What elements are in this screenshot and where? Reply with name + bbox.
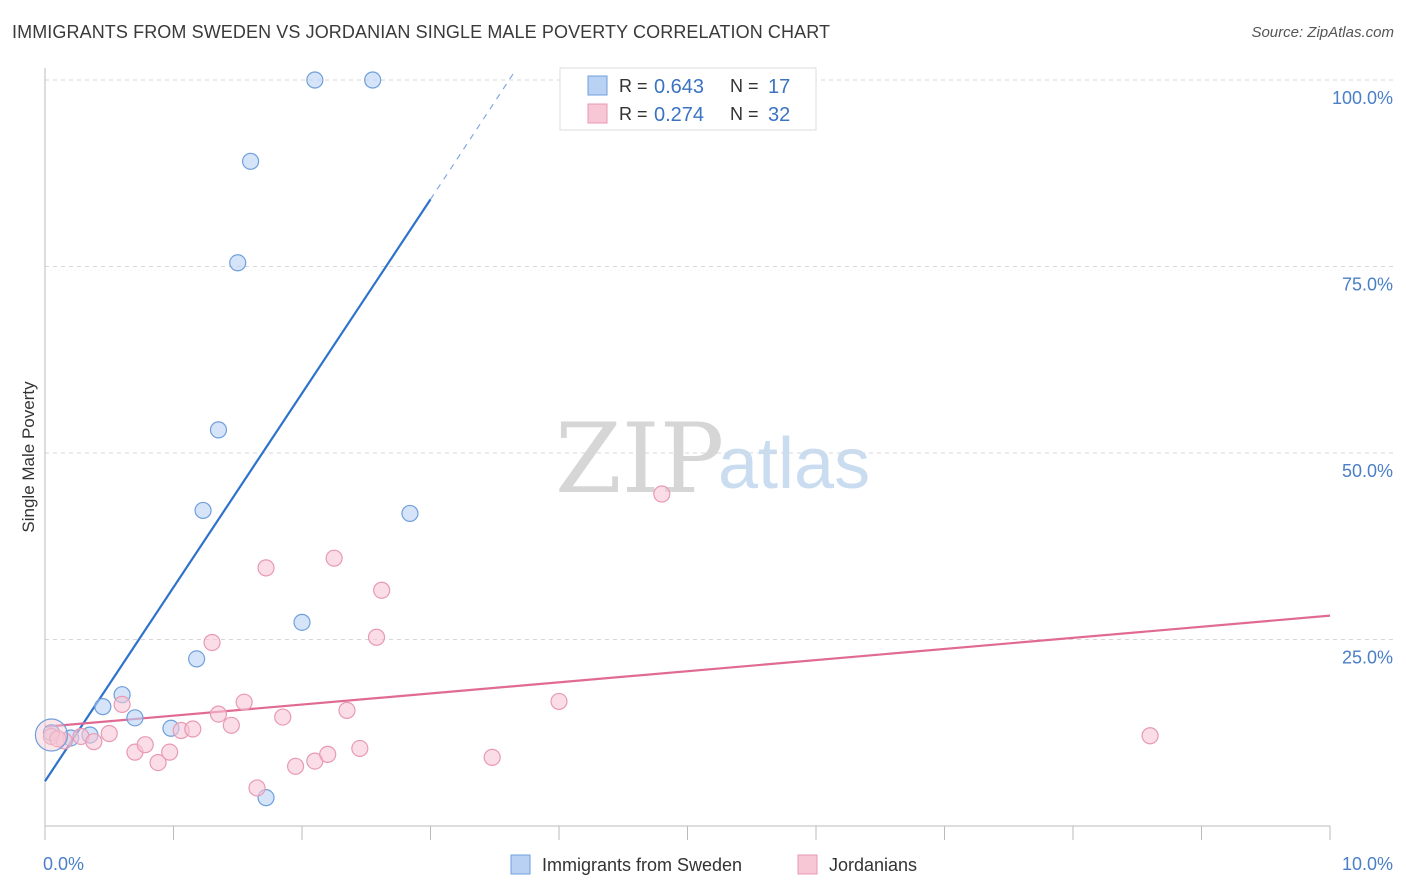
point-sweden — [209, 421, 228, 439]
trend-line-sweden-extension — [429, 72, 515, 200]
x-tick-label: 0.0% — [43, 854, 84, 874]
stats-n-label-pink: N = — [730, 104, 759, 124]
point-jordanians — [257, 559, 275, 577]
point-jordanians — [338, 701, 356, 719]
trend-lines — [44, 72, 1331, 782]
legend-swatch-jordanians — [797, 854, 818, 875]
legend-label-sweden: Immigrants from Sweden — [542, 855, 742, 875]
axes: 25.0% 50.0% 75.0% 100.0% 0.0% 10.0% — [43, 68, 1393, 874]
point-jordanians — [235, 693, 253, 711]
point-jordanians — [367, 628, 386, 646]
chart-title: IMMIGRANTS FROM SWEDEN VS JORDANIAN SING… — [12, 22, 831, 42]
trend-line-jordanians — [44, 614, 1331, 728]
point-jordanians — [113, 695, 131, 714]
y-tick-label: 25.0% — [1342, 648, 1393, 668]
point-sweden — [94, 698, 112, 716]
point-sweden — [229, 254, 247, 272]
point-jordanians — [653, 485, 671, 503]
x-tick-label: 10.0% — [1342, 854, 1393, 874]
point-jordanians — [184, 720, 202, 738]
point-sweden — [293, 613, 311, 631]
point-sweden — [194, 501, 212, 520]
legend-label-jordanians: Jordanians — [829, 855, 917, 875]
trend-line-sweden — [44, 198, 432, 782]
stats-n-value-pink: 32 — [768, 104, 790, 126]
y-tick-label: 75.0% — [1342, 275, 1393, 295]
y-tick-label: 50.0% — [1342, 461, 1393, 481]
stats-n-value-blue: 17 — [768, 76, 790, 98]
watermark-atlas: atlas — [718, 424, 870, 504]
series-legend: Immigrants from Sweden Jordanians — [510, 854, 917, 875]
point-sweden — [242, 152, 260, 170]
y-tick-label: 100.0% — [1332, 88, 1393, 108]
point-jordanians — [136, 736, 154, 754]
chart-source: Source: ZipAtlas.com — [1251, 24, 1394, 41]
point-jordanians — [49, 730, 67, 748]
point-sweden — [188, 650, 206, 668]
point-jordanians — [274, 708, 292, 726]
stats-legend: R = 0.643 N = 17 R = 0.274 N = 32 — [559, 67, 817, 131]
point-jordanians — [1141, 727, 1159, 745]
point-jordanians — [351, 739, 369, 758]
point-jordanians — [483, 748, 501, 766]
point-jordanians — [161, 743, 179, 761]
legend-swatch-sweden — [510, 854, 531, 875]
stats-r-value-blue: 0.643 — [654, 76, 704, 98]
point-jordanians — [203, 633, 221, 652]
stats-n-label-blue: N = — [730, 76, 759, 96]
point-cluster — [34, 718, 69, 752]
point-sweden — [364, 71, 382, 89]
stats-r-label-blue: R = — [619, 76, 648, 96]
point-jordanians — [85, 733, 103, 751]
stats-r-value-pink: 0.274 — [654, 104, 704, 126]
point-jordanians — [286, 757, 305, 775]
point-jordanians — [319, 745, 337, 763]
point-sweden — [306, 71, 324, 89]
watermark-zip: ZIP — [555, 403, 724, 515]
point-sweden — [401, 504, 419, 523]
point-jordanians — [373, 581, 391, 599]
point-jordanians — [325, 549, 343, 567]
stats-swatch-pink — [587, 103, 608, 124]
stats-r-label-pink: R = — [619, 104, 648, 124]
y-axis-title: Single Male Poverty — [19, 381, 38, 533]
point-jordanians — [248, 779, 266, 797]
data-points — [34, 71, 1159, 807]
point-jordanians — [100, 724, 118, 743]
stats-swatch-blue — [587, 75, 608, 96]
point-jordanians — [149, 753, 167, 772]
point-jordanians — [209, 705, 228, 723]
watermark: ZIP atlas — [555, 403, 870, 515]
point-jordanians — [550, 692, 568, 711]
point-sweden — [126, 709, 144, 727]
point-jordanians — [222, 716, 240, 734]
